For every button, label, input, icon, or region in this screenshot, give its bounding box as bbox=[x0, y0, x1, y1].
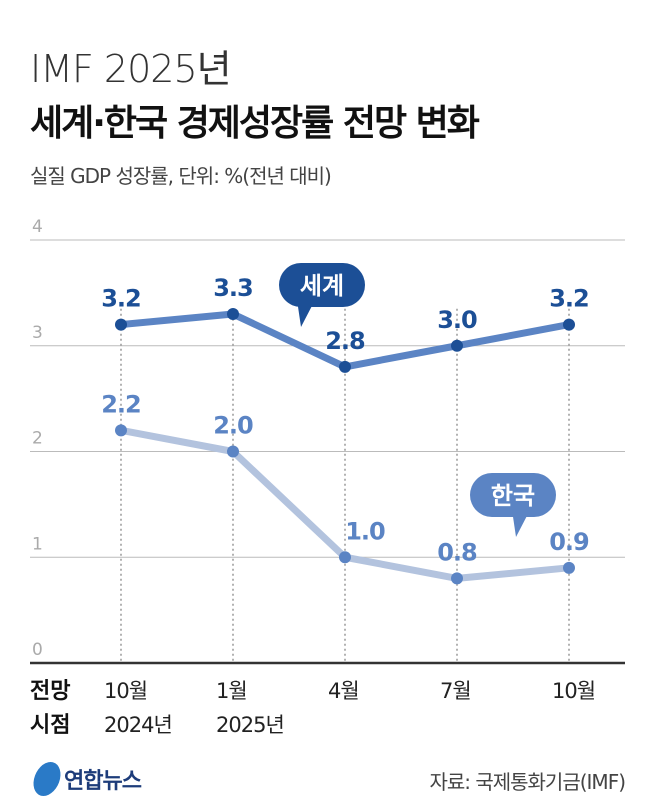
y-tick-label: 0 bbox=[32, 640, 43, 660]
x-row-label: 시점 bbox=[30, 713, 70, 738]
data-label: 3.0 bbox=[437, 306, 477, 334]
logo-icon bbox=[30, 762, 64, 796]
data-label: 0.9 bbox=[549, 528, 589, 556]
data-label: 1.0 bbox=[345, 517, 385, 545]
bubble-tail bbox=[512, 510, 530, 537]
source: 자료: 국제통화기금(IMF) bbox=[429, 770, 626, 794]
data-point bbox=[115, 424, 127, 437]
data-point bbox=[339, 360, 351, 373]
data-label: 3.2 bbox=[549, 285, 589, 313]
x-tick-label: 10월 bbox=[552, 679, 595, 703]
bubble-tail bbox=[297, 300, 315, 327]
data-label: 3.3 bbox=[213, 274, 253, 302]
data-point bbox=[563, 318, 575, 331]
y-tick-label: 3 bbox=[32, 323, 43, 343]
legend-label: 세계 bbox=[300, 272, 344, 300]
x-tick-label: 7월 bbox=[440, 679, 471, 703]
data-label: 2.0 bbox=[213, 412, 253, 440]
x-row-label: 전망 bbox=[30, 679, 70, 704]
data-label: 3.2 bbox=[101, 285, 141, 313]
data-label: 2.8 bbox=[325, 327, 365, 355]
data-point bbox=[451, 572, 463, 585]
legend-label: 한국 bbox=[491, 482, 535, 510]
data-point bbox=[227, 445, 239, 458]
legend-bubble bbox=[279, 263, 365, 307]
x-tick-year: 2025년 bbox=[216, 713, 284, 737]
y-tick-label: 2 bbox=[32, 429, 43, 449]
x-tick-label: 4월 bbox=[328, 679, 359, 703]
data-point bbox=[563, 561, 575, 574]
x-tick-year: 2024년 bbox=[104, 713, 172, 737]
data-point bbox=[227, 308, 239, 321]
y-tick-label: 1 bbox=[32, 534, 43, 554]
logo: 연합뉴스 bbox=[30, 762, 142, 796]
y-tick-label: 4 bbox=[32, 217, 43, 237]
data-label: 2.2 bbox=[101, 390, 141, 418]
subtitle: 실질 GDP 성장률, 단위: %(전년 대비) bbox=[30, 164, 332, 188]
legend-bubble bbox=[470, 473, 556, 517]
title-line1: IMF 2025년 bbox=[30, 47, 232, 91]
title-line2: 세계·한국 경제성장률 전망 변화 bbox=[30, 103, 480, 144]
x-tick-label: 10월 bbox=[104, 679, 147, 703]
data-point bbox=[339, 551, 351, 564]
logo-text: 연합뉴스 bbox=[64, 769, 142, 794]
x-tick-label: 1월 bbox=[216, 679, 247, 703]
data-point bbox=[451, 339, 463, 352]
data-point bbox=[115, 318, 127, 331]
data-label: 0.8 bbox=[437, 538, 477, 566]
